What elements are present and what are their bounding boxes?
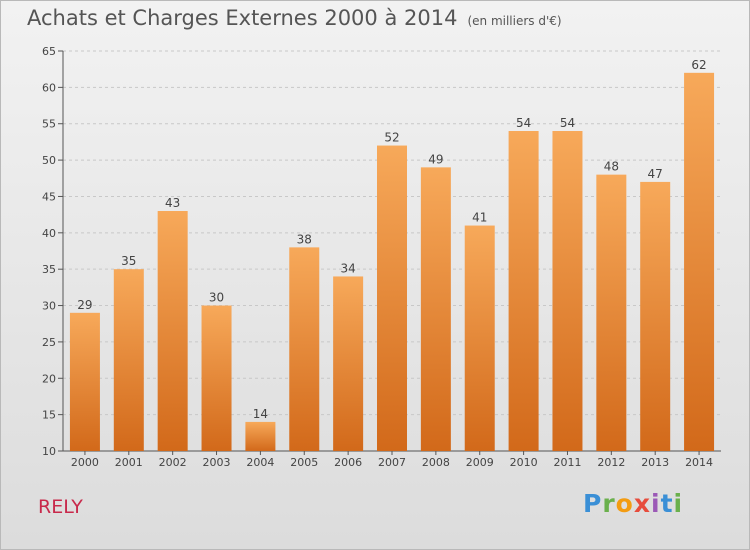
y-tick-label: 25 (42, 336, 56, 349)
bar-value-label: 54 (516, 116, 531, 130)
x-tick-label: 2012 (597, 456, 625, 469)
commune-name: RELY (38, 496, 83, 518)
bar-value-label: 30 (209, 291, 224, 305)
x-tick-label: 2009 (466, 456, 494, 469)
chart-title: Achats et Charges Externes 2000 à 2014 (e… (27, 6, 562, 30)
logo-letter: i (673, 489, 684, 518)
x-tick-label: 2004 (246, 456, 274, 469)
x-tick-label: 2008 (422, 456, 450, 469)
y-tick-label: 50 (42, 154, 56, 167)
bar-value-label: 62 (691, 58, 706, 72)
bar-value-label: 38 (297, 232, 312, 246)
bar (289, 247, 320, 451)
bar (245, 421, 276, 451)
proxiti-logo[interactable]: Proxiti (583, 489, 683, 518)
x-tick-label: 2010 (510, 456, 538, 469)
logo-letter: P (583, 489, 603, 518)
bar-value-label: 52 (384, 131, 399, 145)
bar-value-label: 41 (472, 211, 487, 225)
bar-value-label: 43 (165, 196, 180, 210)
x-tick-label: 2001 (115, 456, 143, 469)
x-tick-label: 2014 (685, 456, 713, 469)
bar (377, 145, 407, 451)
x-tick-label: 2007 (378, 456, 406, 469)
bar (157, 211, 188, 451)
logo-letter: t (660, 489, 674, 518)
x-tick-label: 2013 (641, 456, 669, 469)
logo-letter: i (651, 489, 661, 518)
y-tick-label: 15 (42, 409, 56, 422)
x-tick-label: 2003 (203, 456, 231, 469)
y-tick-label: 60 (42, 81, 56, 94)
chart-subtitle: (en milliers d'€) (467, 14, 562, 28)
bar-value-label: 48 (604, 160, 619, 174)
x-tick-label: 2002 (159, 456, 187, 469)
logo-letter: r (602, 489, 616, 518)
bar (69, 312, 100, 451)
y-tick-label: 45 (42, 190, 56, 203)
bar-value-label: 29 (77, 298, 92, 312)
bar-value-label: 35 (121, 254, 136, 268)
y-tick-label: 40 (42, 227, 56, 240)
bar-value-label: 14 (253, 407, 268, 421)
bar (640, 181, 671, 451)
y-tick-label: 30 (42, 300, 56, 313)
bar (464, 225, 495, 451)
bar (201, 305, 232, 451)
y-tick-label: 55 (42, 118, 56, 131)
bar (552, 131, 583, 451)
y-tick-label: 20 (42, 372, 56, 385)
bar-value-label: 34 (340, 261, 355, 275)
bar (596, 174, 627, 452)
bar (684, 72, 715, 452)
logo-letter: o (615, 489, 634, 518)
bar (333, 276, 364, 451)
chart-title-text: Achats et Charges Externes 2000 à 2014 (27, 6, 458, 30)
bar-value-label: 54 (560, 116, 575, 130)
bar-value-label: 47 (648, 167, 663, 181)
bar-value-label: 49 (428, 152, 443, 166)
bar (113, 269, 144, 451)
x-tick-label: 2005 (290, 456, 318, 469)
y-tick-label: 35 (42, 263, 56, 276)
bar (508, 131, 539, 451)
y-tick-label: 65 (42, 45, 56, 58)
x-tick-label: 2011 (553, 456, 581, 469)
y-tick-label: 10 (42, 445, 56, 458)
x-tick-label: 2000 (71, 456, 99, 469)
bar (420, 167, 451, 451)
x-tick-label: 2006 (334, 456, 362, 469)
logo-letter: x (633, 489, 651, 518)
